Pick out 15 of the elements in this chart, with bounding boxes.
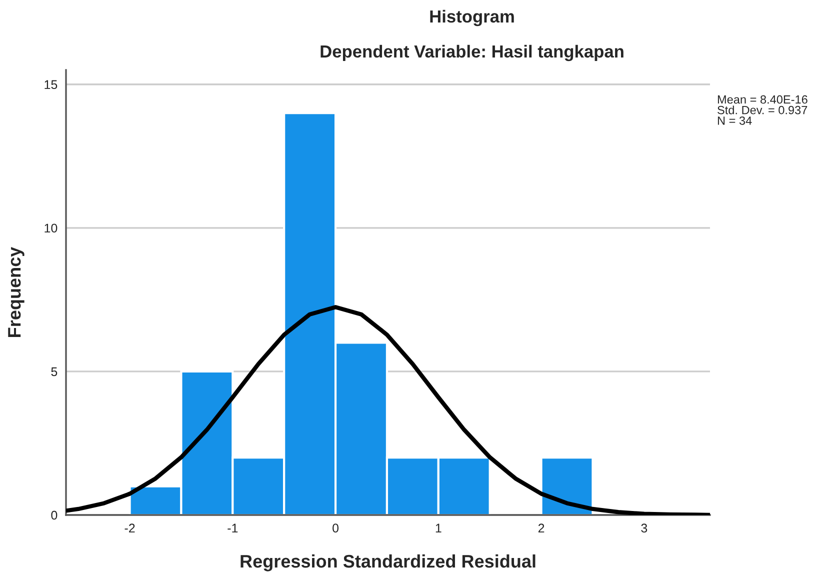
x-tick-label: 3	[641, 524, 648, 533]
chart-title: Histogram	[430, 10, 514, 26]
y-tick-label: 15	[44, 80, 58, 90]
x-tick-label: -1	[228, 524, 238, 532]
y-tick-label: 5	[51, 367, 58, 376]
x-tick-label: 2	[538, 524, 544, 532]
x-tick-label: 1	[436, 524, 442, 532]
y-tick-label: 0	[51, 510, 58, 520]
x-axis-title: Regression Standardized Residual	[240, 554, 536, 572]
text: Mean = 8.40E-16 Std. Dev. = 0.937 N = 34	[718, 95, 808, 125]
chart-subtitle: Dependent Variable: Hasil tangkapan	[320, 44, 624, 62]
x-tick-label: -2	[124, 524, 135, 532]
y-tick-label: 10	[44, 224, 58, 233]
x-tick-label: 0	[332, 524, 339, 533]
y-axis-title: Frequency	[8, 246, 24, 337]
